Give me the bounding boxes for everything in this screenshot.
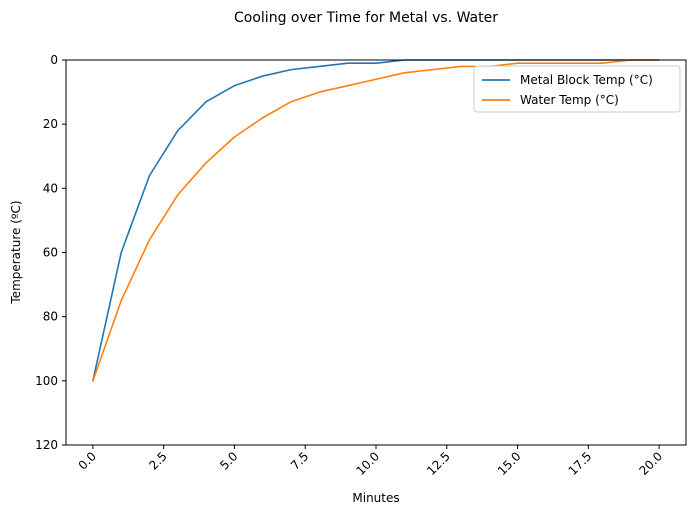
chart-title: Cooling over Time for Metal vs. Water: [234, 10, 498, 26]
legend-label-0: Metal Block Temp (°C): [520, 73, 653, 87]
x-tick-label: 15.0: [495, 449, 524, 478]
y-tick-label: 40: [43, 181, 58, 195]
x-axis-label: Minutes: [352, 491, 399, 505]
x-tick-label: 20.0: [636, 449, 665, 478]
x-tick-label: 17.5: [566, 449, 595, 478]
x-tick-label: 7.5: [288, 449, 311, 472]
x-tick-label: 5.0: [217, 449, 240, 472]
x-tick-label: 10.0: [353, 449, 382, 478]
x-axis: 0.0 2.5 5.0 7.5 10.0 12.5 15.0 17.5 20.0: [76, 445, 665, 478]
y-axis-label: Temperature (ºC): [9, 200, 23, 304]
y-tick-label: 60: [43, 246, 58, 260]
y-tick-label: 20: [43, 117, 58, 131]
legend-label-1: Water Temp (°C): [520, 93, 619, 107]
x-tick-label: 2.5: [146, 449, 169, 472]
y-tick-label: 100: [35, 374, 58, 388]
y-tick-label: 120: [35, 438, 58, 452]
y-tick-label: 0: [50, 53, 58, 67]
plot-frame: [65, 59, 687, 446]
legend-box: [473, 65, 681, 113]
series-line-1: [92, 59, 660, 382]
x-tick-label: 0.0: [76, 449, 99, 472]
x-tick-label: 12.5: [424, 449, 453, 478]
y-axis: 0 20 40 60 80 100 120: [35, 53, 66, 452]
legend: Metal Block Temp (°C) Water Temp (°C): [473, 65, 681, 113]
y-tick-label: 80: [43, 310, 58, 324]
